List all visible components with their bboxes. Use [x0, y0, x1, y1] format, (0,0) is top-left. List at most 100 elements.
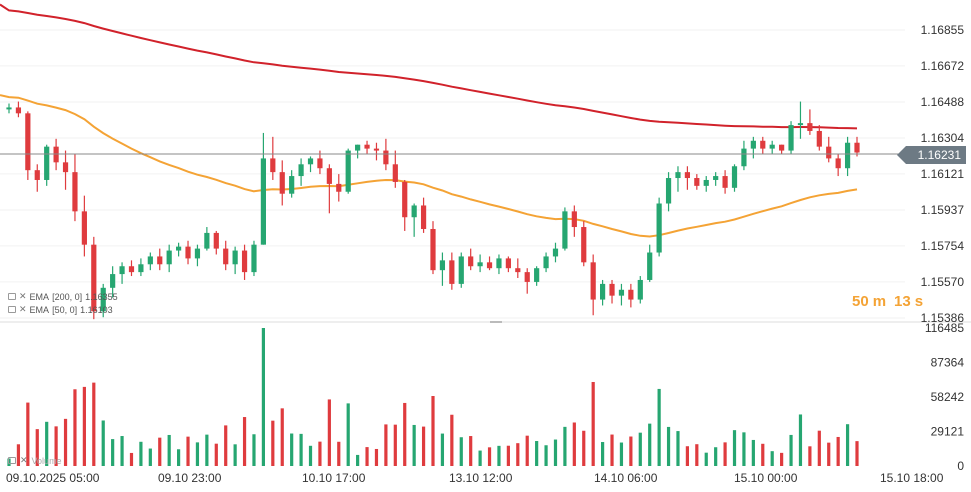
settings-icon[interactable]	[8, 457, 16, 464]
candle-body	[430, 228, 436, 271]
candle-body	[505, 258, 511, 269]
volume-bar	[120, 436, 124, 466]
candle-body	[232, 250, 238, 265]
volume-bar	[808, 446, 812, 466]
close-icon[interactable]: ✕	[19, 304, 27, 314]
candle	[458, 252, 464, 288]
volume-bar	[167, 434, 171, 466]
volume-bar	[252, 434, 256, 466]
candle-body	[816, 130, 822, 147]
settings-icon[interactable]	[8, 293, 16, 300]
candle-body	[769, 144, 775, 149]
grid-lines	[0, 29, 905, 319]
candle-body	[797, 123, 804, 126]
legend-ema-50[interactable]: ✕ EMA [50, 0] 1.16103	[8, 304, 113, 315]
candle	[223, 240, 229, 271]
volume-bar	[129, 452, 134, 466]
ema-200-path	[0, 3, 858, 130]
candle	[420, 197, 427, 233]
ema-50-path	[0, 94, 858, 238]
candle-body	[355, 144, 361, 151]
close-icon[interactable]: ✕	[20, 455, 28, 465]
candle	[91, 236, 97, 320]
candle	[128, 260, 135, 277]
volume-bar	[591, 381, 595, 466]
candle	[25, 111, 31, 180]
candle-body	[779, 144, 785, 151]
volume-bar	[374, 448, 379, 466]
candle-body	[552, 248, 559, 257]
candle	[854, 136, 860, 157]
time-tick-label: 09.10 23:00	[158, 471, 222, 485]
volume-bar	[657, 388, 661, 466]
candle-body	[741, 148, 747, 167]
volume-bar	[205, 434, 209, 466]
pane-resize-handle[interactable]	[490, 321, 502, 323]
price-tick-label: 1.15570	[921, 275, 965, 289]
candle-body	[326, 168, 332, 184]
volume-bar	[836, 436, 840, 466]
volume-bar	[817, 430, 821, 466]
candle-body	[128, 266, 135, 273]
candle-body	[807, 123, 813, 131]
candle-body	[826, 146, 832, 159]
candle-countdown: 50 m 13 s	[852, 293, 931, 310]
candle	[684, 166, 690, 190]
candle	[364, 140, 370, 155]
candle-body	[223, 248, 229, 265]
time-axis: 09.10.2025 05:00 09.10 23:00 10.10 17:00 13…	[6, 471, 944, 485]
candle	[722, 170, 728, 194]
volume-bar	[761, 443, 765, 466]
candle-body	[581, 227, 587, 263]
volume-bar	[582, 430, 586, 466]
volume-bar	[177, 449, 181, 466]
candle	[581, 221, 587, 267]
legend-ema-200[interactable]: ✕ EMA [200, 0] 1.16355	[8, 291, 118, 302]
candle	[307, 156, 314, 173]
candle	[571, 205, 577, 237]
candle	[835, 154, 841, 177]
candle-body	[166, 250, 172, 265]
close-icon[interactable]: ✕	[19, 291, 27, 301]
price-axis: 1.16855 1.16672 1.16488 1.16304 1.16121 1.159…	[921, 23, 965, 325]
candle	[543, 252, 549, 273]
candle	[637, 276, 643, 304]
countdown-minutes: 50 m	[852, 293, 887, 310]
volume-bar	[73, 389, 77, 466]
countdown-seconds: 13 s	[894, 293, 924, 310]
volume-bar	[421, 426, 426, 466]
candle	[486, 256, 493, 271]
volume-bar	[101, 420, 105, 466]
volume-bar	[638, 432, 642, 466]
volume-tick-label: 29121	[931, 425, 965, 439]
time-tick-label: 10.10 17:00	[302, 471, 366, 485]
price-tick-label: 1.15386	[921, 311, 965, 325]
volume-bar	[685, 446, 689, 466]
volume-bar	[516, 443, 520, 466]
candle	[411, 203, 417, 237]
legend-volume[interactable]: ✕ Volume	[8, 455, 62, 466]
volume-bar	[553, 439, 558, 466]
volume-bar	[365, 447, 369, 466]
candle	[298, 158, 304, 186]
volume-axis: 116485 87364 58242 29121 0	[925, 321, 964, 473]
time-tick-label: 15.10 00:00	[734, 471, 798, 485]
candle-body	[675, 172, 681, 179]
time-tick-label: 15.10 18:00	[880, 471, 944, 485]
candle	[665, 172, 672, 212]
volume-bar	[459, 437, 463, 466]
volume-tick-label: 87364	[931, 355, 965, 369]
price-tick-label: 1.16855	[921, 23, 965, 37]
candle-body	[157, 256, 163, 265]
candle-body	[844, 142, 851, 169]
candle	[807, 109, 813, 135]
settings-icon[interactable]	[8, 306, 16, 313]
volume-bar	[35, 429, 39, 466]
legend-ema-200-value: 1.16355	[85, 291, 118, 302]
volume-bar	[450, 414, 454, 466]
candle-body	[336, 183, 342, 192]
volume-bar	[827, 442, 831, 466]
volume-bar	[92, 382, 96, 466]
candle-body	[138, 264, 144, 273]
